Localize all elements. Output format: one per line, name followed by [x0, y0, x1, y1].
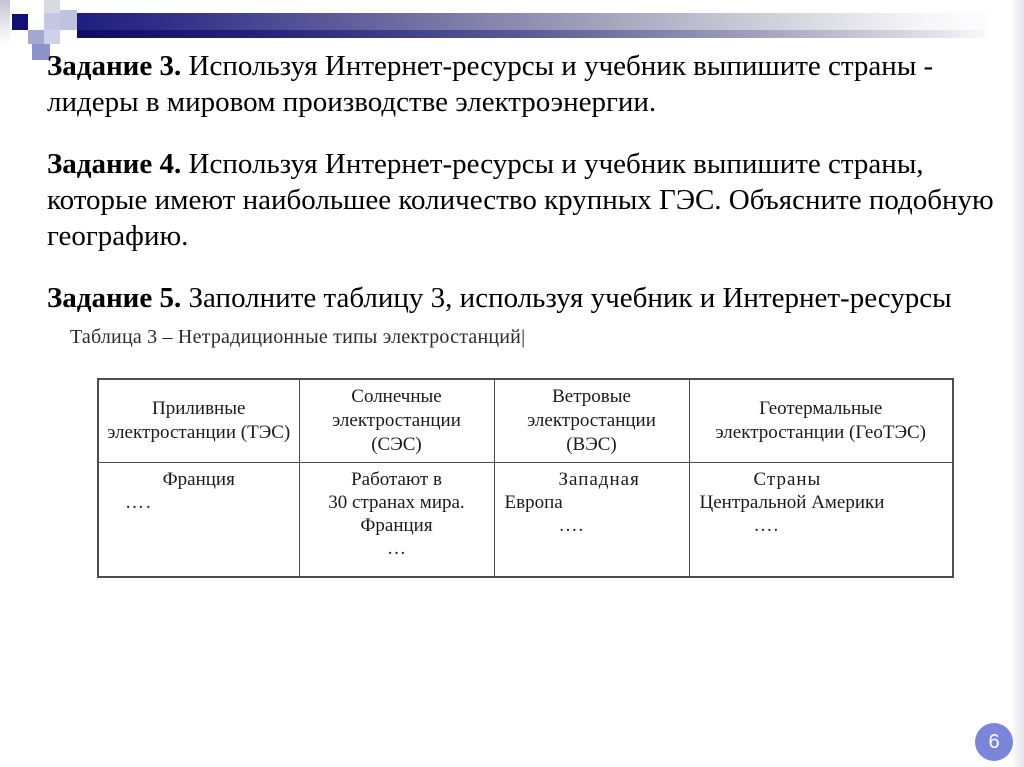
table-body-row: Франция…. Работают в 30 странах мира. Фран…	[97, 462, 954, 578]
table-cell-geothermal: Страны Центральной Америки….	[688, 462, 954, 578]
task-5-label: Задание 5.	[47, 282, 182, 314]
table-header-solar: Солнечные электростанции (СЭС)	[298, 378, 495, 463]
task-4-label: Задание 4.	[47, 148, 182, 180]
table-cell-line: …	[387, 538, 406, 559]
task-5-text: Заполните таблицу 3, используя учебник и…	[181, 282, 952, 314]
slide-body-text: Задание 3. Используя Интернет-ресурсы и …	[47, 48, 997, 342]
task-3-label: Задание 3.	[47, 50, 182, 82]
task-5-paragraph: Задание 5. Заполните таблицу 3, использу…	[47, 280, 997, 316]
deco-square-light	[44, 30, 60, 44]
table-cell-line: ….	[125, 492, 153, 513]
page-number-badge: 6	[975, 723, 1013, 761]
table-cell-line: Страны	[753, 469, 822, 490]
table-cell-line: Западная	[558, 469, 640, 490]
deco-square-lavender-1	[44, 13, 60, 30]
task-3-paragraph: Задание 3. Используя Интернет-ресурсы и …	[47, 48, 997, 120]
table-header-tidal: Приливные электростанции (ТЭС)	[97, 378, 300, 463]
header-gradient-bar-shadow	[77, 30, 988, 38]
table-cell-line: Европа	[504, 492, 563, 513]
table-cell-line: ….	[558, 515, 585, 536]
table-header-geothermal: Геотермальные электростанции (ГеоТЭС)	[688, 378, 954, 463]
task-4-text: Используя Интернет-ресурсы и учебник вып…	[47, 148, 994, 252]
deco-square-medium	[28, 30, 44, 44]
table-cell-line: Франция	[162, 469, 235, 490]
table-cell-line: Центральной Америки	[699, 492, 885, 513]
table-cell-line: 30 странах мира.	[328, 492, 465, 513]
table-cell-line: Работают в	[351, 469, 442, 490]
left-gradient-strip	[0, 0, 10, 46]
task-3-text: Используя Интернет-ресурсы и учебник вып…	[47, 50, 934, 118]
deco-square-dark	[32, 44, 50, 60]
deco-square-lavender-2	[60, 10, 77, 30]
table-header-wind: Ветровые электростанции (ВЭС)	[493, 378, 690, 463]
table-cell-solar: Работают в 30 странах мира. Франция…	[298, 462, 495, 578]
right-edge-shading	[1010, 0, 1024, 767]
deco-square-gray	[44, 0, 60, 13]
table-3-power-plants: Приливные электростанции (ТЭС) Солнечные…	[97, 378, 954, 578]
table-cell-line: ….	[753, 515, 780, 536]
table-header-row: Приливные электростанции (ТЭС) Солнечные…	[97, 378, 954, 463]
table-cell-wind: Западная Европа….	[493, 462, 690, 578]
table-cell-line: Франция	[360, 515, 433, 536]
table-cell-tidal: Франция ….	[97, 462, 300, 578]
task-4-paragraph: Задание 4. Используя Интернет-ресурсы и …	[47, 146, 997, 254]
deco-square-navy	[12, 14, 28, 30]
table-caption: Таблица 3 – Нетрадиционные типы электрос…	[70, 326, 526, 348]
